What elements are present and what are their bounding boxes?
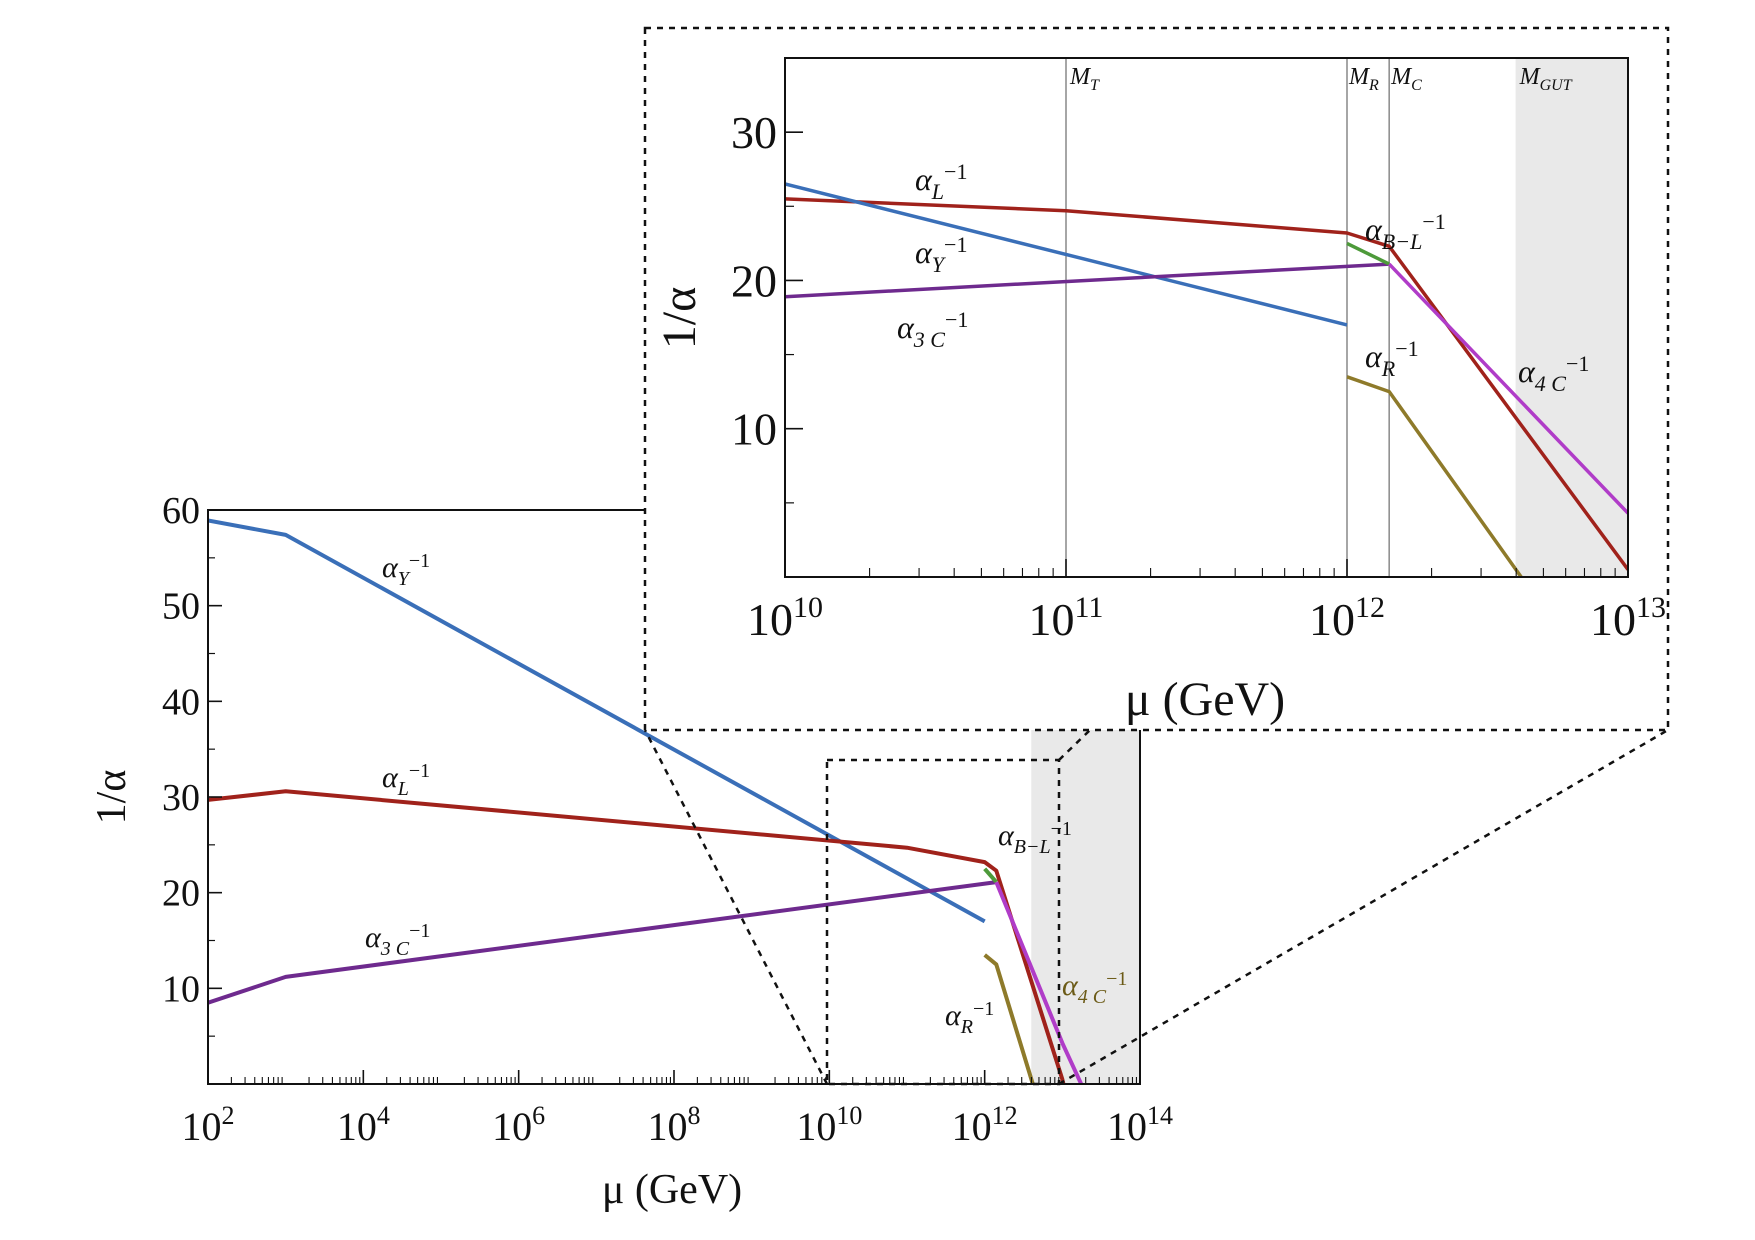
inset-label-alpha-bl: αB−L−1 (1365, 209, 1446, 254)
main-xtick-label-2: 102 (182, 1101, 235, 1149)
inset-x-axis-title: μ (GeV) (1125, 673, 1285, 726)
inset-series-0 (785, 197, 1628, 571)
zoom-box (825, 758, 1061, 1086)
main-label-alpha-r: αR−1 (945, 998, 994, 1038)
inset-series-2 (785, 262, 1390, 299)
main-series-5 (983, 953, 1035, 1084)
main-y-axis-title: 1/α (89, 770, 135, 825)
inset-series-5 (1346, 375, 1523, 577)
inset-background (645, 28, 1668, 730)
main-xtick-label-10: 1010 (796, 1101, 862, 1149)
inset-y-ticks: 10 20 30 (731, 107, 803, 504)
inset-vertical-markers: MT MR MC MGUT (1065, 58, 1573, 577)
main-ytick-label-50: 50 (162, 586, 200, 628)
main-ytick-label-30: 30 (162, 777, 200, 819)
inset-chart: MT MR MC MGUT 10 20 30 1010 1011 1012 1013 1/α μ… (643, 26, 1670, 732)
main-series-4 (994, 881, 1084, 1084)
inset-series-3 (1346, 241, 1390, 266)
main-xtick-label-6: 106 (492, 1101, 545, 1149)
main-series-0 (208, 518, 986, 924)
main-ytick-label-20: 20 (162, 873, 200, 915)
main-label-alpha-4c: α4 C−1 (1062, 968, 1127, 1008)
main-xtick-label-8: 108 (648, 1101, 701, 1149)
main-series-2 (208, 880, 997, 1005)
inset-series-group (785, 182, 1628, 577)
inset-label-alpha-y: αY−1 (915, 232, 967, 277)
inset-xtick-label-13: 1013 (1590, 591, 1666, 645)
inset-xtick-label-11: 1011 (1029, 591, 1104, 645)
main-x-ticks: 102 104 106 108 1010 1012 1014 (182, 1070, 1173, 1149)
main-y-ticks: 10 20 30 40 50 60 (162, 490, 222, 1037)
inset-label-alpha-4c: α4 C−1 (1518, 351, 1589, 396)
marker-label-gut: MGUT (1519, 64, 1573, 94)
inset-xtick-label-10: 1010 (747, 591, 823, 645)
main-label-alpha-3c: α3 C−1 (365, 920, 430, 960)
inset-shaded-region (1515, 58, 1628, 577)
inset-label-alpha-l: αL−1 (915, 159, 967, 204)
main-series-group (208, 518, 1084, 1084)
inset-series-1 (785, 182, 1348, 327)
inset-plot-frame (784, 57, 1629, 578)
inset-label-alpha-3c: α3 C−1 (897, 307, 968, 352)
main-label-alpha-l: αL−1 (382, 760, 430, 800)
main-ytick-label-60: 60 (162, 490, 200, 532)
main-x-axis-title: μ (GeV) (602, 1167, 742, 1213)
zoom-connector-right (1058, 728, 1669, 1086)
marker-label-t: MT (1069, 64, 1100, 94)
marker-label-r: MR (1348, 64, 1379, 94)
main-label-alpha-y: αY−1 (382, 550, 430, 590)
inset-ytick-label-20: 20 (731, 255, 777, 306)
inset-label-alpha-r: αR−1 (1365, 336, 1419, 381)
main-label-alpha-bl: αB−L−1 (998, 818, 1072, 858)
inset-ytick-label-30: 30 (731, 107, 777, 158)
main-xtick-label-4: 104 (337, 1101, 390, 1149)
main-xtick-label-12: 1012 (952, 1101, 1018, 1149)
inset-xtick-label-12: 1012 (1309, 591, 1385, 645)
inset-y-axis-title: 1/α (653, 287, 706, 349)
inset-x-ticks: 1010 1011 1012 1013 (747, 559, 1666, 645)
marker-label-c: MC (1390, 64, 1422, 94)
main-series-1 (208, 789, 1066, 1084)
main-series-3 (983, 867, 998, 884)
main-xtick-label-14: 1014 (1107, 1101, 1173, 1149)
main-ytick-label-40: 40 (162, 681, 200, 723)
inset-series-4 (1387, 262, 1628, 515)
inset-dashed-border (643, 26, 1670, 732)
main-ytick-label-10: 10 (162, 968, 200, 1010)
inset-ytick-label-10: 10 (731, 404, 777, 455)
zoom-connectors (643, 728, 1669, 1086)
